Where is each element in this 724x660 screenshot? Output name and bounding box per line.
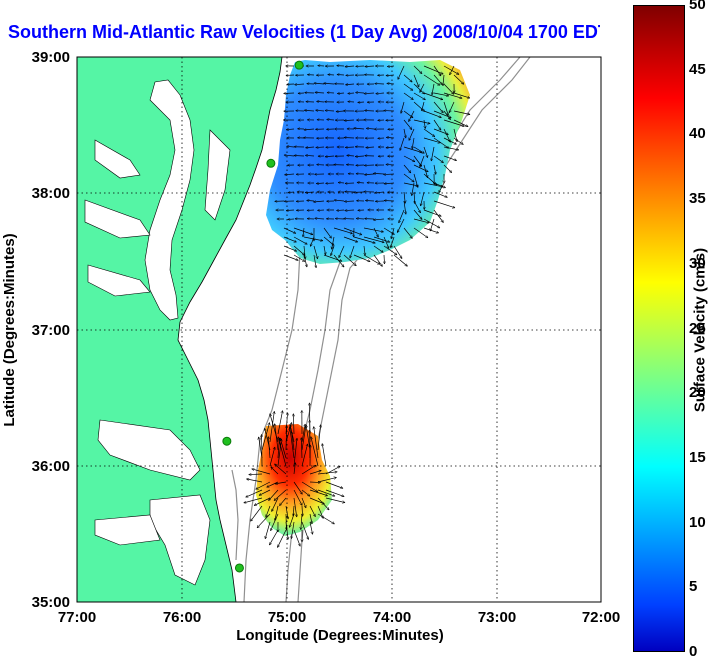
colorbar-tick: 10 [689, 514, 706, 531]
colorbar-tick: 15 [689, 449, 706, 466]
station-marker [235, 564, 243, 572]
colorbar-gradient [633, 5, 685, 652]
y-tick: 37:00 [32, 322, 70, 339]
x-tick: 76:00 [163, 609, 201, 626]
y-tick: 38:00 [32, 185, 70, 202]
station-marker [295, 61, 303, 69]
colorbar-tick: 20 [689, 384, 706, 401]
x-axis-label: Longitude (Degrees:Minutes) [236, 627, 444, 644]
colorbar-tick: 25 [689, 320, 706, 337]
colorbar-tick: 35 [689, 190, 706, 207]
x-tick: 72:00 [582, 609, 620, 626]
y-axis-label: Latitude (Degrees:Minutes) [1, 233, 18, 426]
x-tick: 77:00 [58, 609, 96, 626]
y-tick: 36:00 [32, 458, 70, 475]
station-marker [223, 437, 231, 445]
y-tick: 35:00 [32, 594, 70, 611]
x-tick-labels: 77:00 76:00 75:00 74:00 73:00 72:00 [58, 609, 620, 626]
y-tick: 39:00 [32, 49, 70, 66]
y-tick-labels: 39:00 38:00 37:00 36:00 35:00 [32, 49, 70, 611]
colorbar [633, 5, 685, 652]
x-tick: 73:00 [478, 609, 516, 626]
x-tick: 75:00 [268, 609, 306, 626]
colorbar-tick: 30 [689, 255, 706, 272]
station-marker [267, 159, 275, 167]
colorbar-tick: 5 [689, 578, 697, 595]
colorbar-tick: 45 [689, 61, 706, 78]
colorbar-tick: 0 [689, 643, 697, 660]
x-tick: 74:00 [373, 609, 411, 626]
colorbar-tick: 40 [689, 125, 706, 142]
colorbar-tick: 50 [689, 0, 706, 13]
